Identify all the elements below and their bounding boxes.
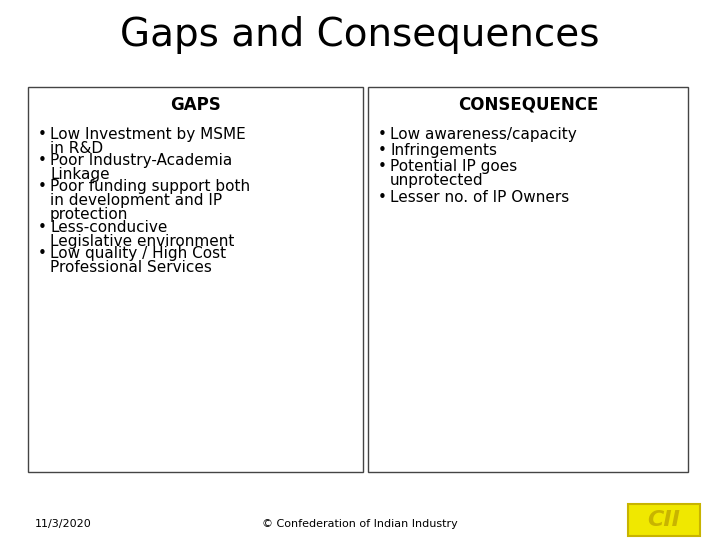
Bar xyxy=(28,87,363,472)
Text: •: • xyxy=(378,127,387,142)
Bar xyxy=(368,87,688,472)
Text: Linkage: Linkage xyxy=(50,167,109,182)
Text: © Confederation of Indian Industry: © Confederation of Indian Industry xyxy=(262,519,458,529)
Text: •: • xyxy=(378,143,387,158)
Text: Infringements: Infringements xyxy=(390,143,497,158)
Text: •: • xyxy=(38,153,47,168)
Bar xyxy=(628,504,700,536)
Text: protection: protection xyxy=(50,207,128,222)
Text: Less-conducive: Less-conducive xyxy=(50,220,167,234)
Text: in development and IP: in development and IP xyxy=(50,193,222,208)
Text: Low quality / High Cost: Low quality / High Cost xyxy=(50,246,226,261)
Text: Potential IP goes: Potential IP goes xyxy=(390,159,517,174)
Text: •: • xyxy=(38,127,47,142)
Text: GAPS: GAPS xyxy=(170,96,221,114)
Text: CII: CII xyxy=(647,510,680,530)
Text: in R&D: in R&D xyxy=(50,141,103,156)
Text: •: • xyxy=(378,159,387,174)
Text: Low Investment by MSME: Low Investment by MSME xyxy=(50,127,246,142)
Text: unprotected: unprotected xyxy=(390,173,484,188)
Text: •: • xyxy=(38,246,47,261)
Text: •: • xyxy=(38,220,47,234)
Text: Gaps and Consequences: Gaps and Consequences xyxy=(120,16,600,54)
Text: Poor funding support both: Poor funding support both xyxy=(50,179,250,194)
Text: Lesser no. of IP Owners: Lesser no. of IP Owners xyxy=(390,190,570,205)
Text: Professional Services: Professional Services xyxy=(50,260,212,275)
Text: •: • xyxy=(378,190,387,205)
Text: Legislative environment: Legislative environment xyxy=(50,234,235,248)
Text: Poor Industry-Academia: Poor Industry-Academia xyxy=(50,153,233,168)
Text: •: • xyxy=(38,179,47,194)
Text: CONSEQUENCE: CONSEQUENCE xyxy=(458,96,598,114)
Text: Low awareness/capacity: Low awareness/capacity xyxy=(390,127,577,142)
Text: 11/3/2020: 11/3/2020 xyxy=(35,519,91,529)
